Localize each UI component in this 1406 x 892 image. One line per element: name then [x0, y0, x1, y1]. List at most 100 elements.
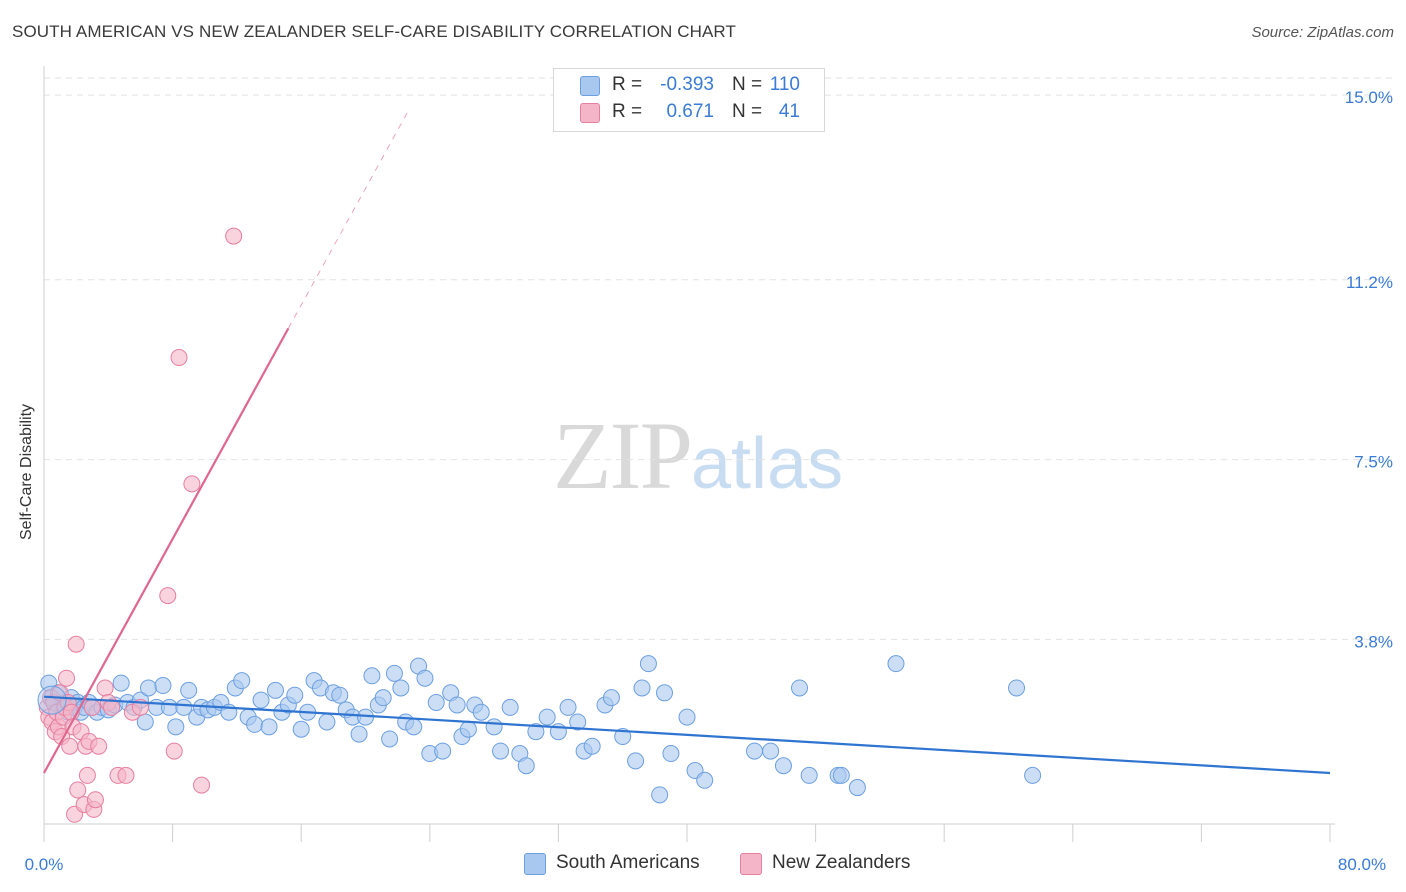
south-american-point: [527, 723, 545, 741]
legend-n-value: 41: [778, 101, 800, 122]
south-american-point: [233, 672, 251, 690]
south-american-point: [416, 669, 434, 687]
series-legend: South Americans New Zealanders: [0, 850, 1406, 878]
south-american-point: [848, 779, 866, 797]
south-american-point: [252, 691, 270, 709]
new-zealander-point: [83, 698, 101, 716]
south-american-point: [154, 677, 172, 695]
legend-swatch-blue: [580, 76, 600, 96]
legend-row-south-americans: R = -0.393 N = 110: [554, 73, 824, 99]
y-tick-label: 15.0%: [1345, 88, 1393, 107]
south-american-point: [655, 684, 673, 702]
new-zealander-point: [117, 766, 135, 784]
south-american-point: [832, 766, 850, 784]
south-american-trendline: [43, 695, 1331, 775]
new-zealander-point: [61, 737, 79, 755]
south-american-point: [1008, 679, 1026, 697]
south-american-point: [434, 742, 452, 760]
new-zealander-point: [69, 781, 87, 799]
south-american-point: [448, 696, 466, 714]
south-american-point: [246, 715, 264, 733]
series-swatch-pink: [740, 853, 762, 875]
source-credit: Source: ZipAtlas.com: [1251, 24, 1394, 41]
south-american-point: [633, 679, 651, 697]
south-american-point: [614, 728, 632, 746]
series-legend-label: South Americans: [556, 852, 700, 873]
watermark-atlas: atlas: [691, 424, 844, 504]
south-american-point: [1024, 766, 1042, 784]
south-american-point: [501, 698, 519, 716]
south-american-point: [746, 742, 764, 760]
south-american-point: [363, 667, 381, 685]
new-zealander-point: [78, 766, 96, 784]
new-zealander-point: [193, 776, 211, 794]
south-american-point: [662, 745, 680, 763]
legend-n-label: N =: [732, 74, 763, 95]
watermark-zip: ZIP: [553, 402, 693, 509]
south-american-point: [472, 703, 490, 721]
new-zealander-point: [165, 742, 183, 760]
south-american-point: [331, 686, 349, 704]
south-american-point: [538, 708, 556, 726]
south-american-point: [569, 713, 587, 731]
south-american-point: [602, 689, 620, 707]
south-american-point: [112, 674, 130, 692]
south-american-point: [175, 698, 193, 716]
correlation-legend: R = -0.393 N = 110 R = 0.671 N = 41: [553, 68, 825, 132]
new-zealander-point: [183, 475, 201, 493]
south-american-point: [800, 766, 818, 784]
south-american-point: [459, 720, 477, 738]
south-american-point: [160, 698, 178, 716]
new-zealander-point: [58, 669, 76, 687]
south-american-point: [318, 713, 336, 731]
y-tick-label: 11.2%: [1346, 273, 1393, 292]
legend-row-new-zealanders: R = 0.671 N = 41: [554, 100, 824, 126]
south-american-point: [381, 730, 399, 748]
new-zealander-trendline: [43, 327, 290, 774]
new-zealander-point: [67, 635, 85, 653]
south-american-point: [485, 718, 503, 736]
series-legend-label: New Zealanders: [772, 852, 911, 873]
south-american-point: [583, 737, 601, 755]
y-tick-label: 7.5%: [1354, 453, 1393, 472]
new-zealander-point: [159, 587, 177, 605]
south-american-point: [292, 720, 310, 738]
new-zealander-point: [96, 679, 114, 697]
south-american-point: [678, 708, 696, 726]
legend-swatch-pink: [580, 103, 600, 123]
south-american-point: [651, 786, 669, 804]
new-zealander-point: [103, 698, 121, 716]
y-tick-label: 3.8%: [1354, 632, 1393, 651]
x-tick-label: 0.0%: [25, 855, 64, 874]
legend-n-value: 110: [769, 74, 800, 95]
south-american-point: [639, 655, 657, 673]
south-american-point: [762, 742, 780, 760]
south-american-point: [427, 694, 445, 712]
south-american-point: [774, 757, 792, 775]
legend-r-label: R =: [612, 101, 643, 122]
south-american-point: [392, 679, 410, 697]
south-american-point: [266, 681, 284, 699]
y-axis-label: Self-Care Disability: [18, 403, 35, 540]
series-swatch-blue: [524, 853, 546, 875]
legend-r-value: 0.671: [666, 101, 714, 122]
south-american-point: [374, 689, 392, 707]
south-american-point: [180, 681, 198, 699]
south-american-point: [559, 698, 577, 716]
x-tick-label: 80.0%: [1338, 855, 1386, 874]
south-american-point: [627, 752, 645, 770]
new-zealander-point: [225, 227, 243, 245]
new-zealander-point: [90, 737, 108, 755]
new-zealander-point: [86, 791, 104, 809]
south-american-point: [260, 718, 278, 736]
new-zealander-trendline-extension: [287, 109, 410, 329]
south-american-point: [492, 742, 510, 760]
south-american-point: [887, 655, 905, 673]
south-american-point: [286, 686, 304, 704]
south-american-point: [405, 718, 423, 736]
legend-r-label: R =: [612, 74, 643, 95]
south-american-point: [139, 679, 157, 697]
new-zealander-point: [170, 349, 188, 367]
south-american-point: [385, 664, 403, 682]
